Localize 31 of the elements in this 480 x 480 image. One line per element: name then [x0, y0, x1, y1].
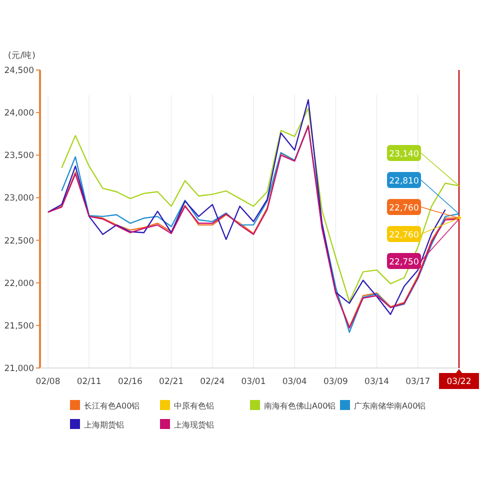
y-tick-label: 24,000 — [4, 108, 34, 119]
x-tick-label: 02/08 — [36, 377, 60, 387]
x-tick-label: 02/16 — [118, 377, 142, 387]
y-tick-label: 21,500 — [4, 321, 34, 332]
x-tick-label: 03/04 — [282, 377, 307, 387]
legend-label: 广东南储华南A00铝 — [354, 402, 426, 410]
x-tick-label: 02/24 — [200, 377, 225, 387]
y-tick-label: 24,500 — [4, 66, 34, 76]
legend-label: 中原有色铝 — [174, 402, 214, 410]
legend-label: 上海期货铝 — [84, 420, 124, 430]
data-label: 22,810 — [389, 176, 419, 186]
x-tick-label: 02/21 — [159, 377, 184, 387]
y-tick-label: 22,500 — [4, 236, 34, 246]
x-tick-label: 03/17 — [406, 377, 430, 387]
y-tick-label: 23,000 — [4, 194, 34, 204]
x-tick-label: 02/11 — [76, 377, 102, 387]
legend-label: 上海现货铝 — [174, 420, 214, 430]
y-tick-label: 22,000 — [4, 278, 34, 289]
y-axis-title: (元/吨) — [8, 50, 36, 61]
y-tick-label: 21,000 — [4, 364, 34, 374]
x-tick-label: 03/09 — [323, 377, 348, 387]
legend-label: 长江有色A00铝 — [84, 402, 140, 410]
data-label: 22,760 — [389, 204, 419, 214]
x-tick-label: 03/22 — [446, 377, 472, 387]
y-tick-label: 23,500 — [4, 151, 34, 162]
x-tick-label: 03/14 — [364, 377, 390, 387]
legend-label: 南海有色佛山A00铝 — [264, 402, 336, 410]
data-label: 23,140 — [389, 150, 419, 160]
data-label: 22,750 — [389, 258, 419, 268]
x-tick-label: 03/01 — [241, 377, 266, 387]
data-label: 22,760 — [389, 230, 419, 240]
